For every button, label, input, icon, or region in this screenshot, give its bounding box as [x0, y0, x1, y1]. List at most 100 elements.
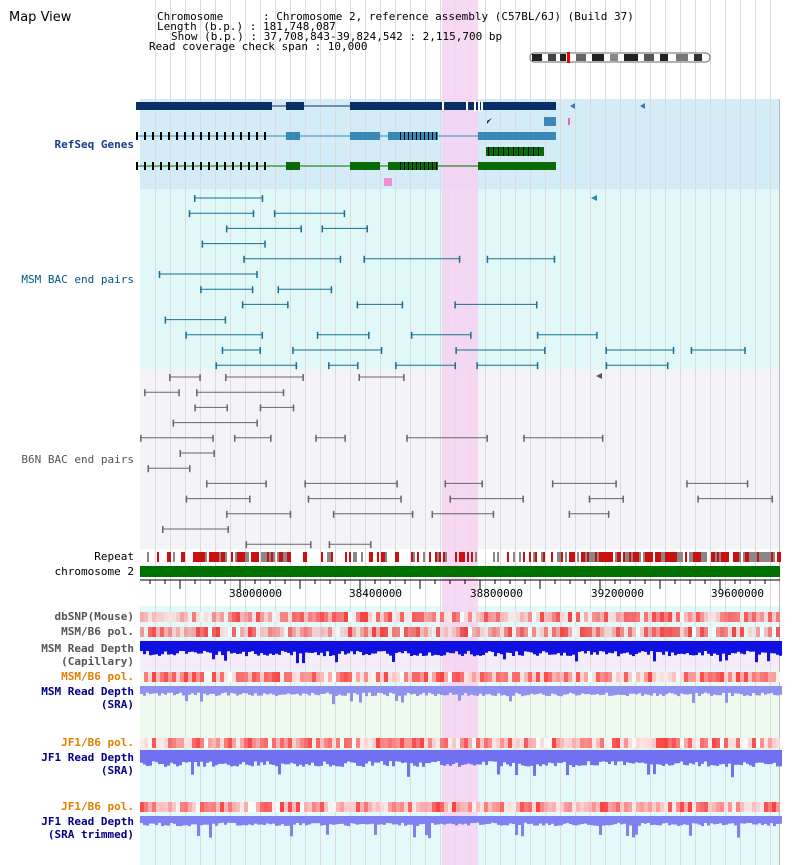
msm-b6-pol-label: MSM/B6 pol. [61, 625, 134, 638]
repeat-element [265, 552, 267, 562]
gene-exon [184, 162, 186, 170]
msm-cap-depth-bar [158, 641, 161, 656]
jf1-pol-heat-cell [220, 738, 224, 748]
dbsnp-heat-cell [380, 612, 384, 622]
repeat-element [519, 552, 521, 562]
msm-cap-depth-bar [650, 641, 653, 652]
jf1-trim-depth-bar [179, 816, 182, 827]
jf1-pol-heat-cell [404, 738, 408, 748]
jf1-pol-heat-cell [472, 738, 476, 748]
jf1-pol2-heat-cell [652, 802, 656, 812]
repeat-element [283, 552, 285, 562]
jf1-trim-depth-bar [641, 816, 644, 824]
repeat-element [533, 552, 535, 562]
msm-cap-depth-bar [320, 641, 323, 653]
repeat-element [321, 552, 323, 562]
msm-sra-depth-bar [365, 686, 368, 697]
jf1-trim-depth-bar [527, 816, 530, 825]
msm-pol-heat-cell [700, 627, 704, 637]
jf1-pol-heat-cell [380, 738, 384, 748]
msm-cap-depth-bar [257, 641, 260, 656]
msm-bac-pair-end [193, 195, 196, 202]
msm-cap-depth-bar [389, 641, 392, 656]
msm-pol2-heat-cell [144, 672, 148, 682]
jf1-trim-depth-bar [443, 816, 446, 825]
dbsnp-heat-cell [688, 612, 692, 622]
jf1-trim-depth-bar [182, 816, 185, 826]
jf1-trim-depth-bar [383, 816, 386, 825]
msm-sra-depth-bar [698, 686, 701, 697]
jf1-sra-depth-bar [674, 750, 677, 764]
jf1-trim-depth-bar [143, 816, 146, 826]
jf1-trim-depth-bar [203, 816, 206, 825]
msm-cap-depth-bar [332, 641, 335, 656]
jf1-pol-heat-cell [184, 738, 188, 748]
jf1-pol-heat-cell [412, 738, 416, 748]
repeat-element [231, 552, 233, 562]
selection-highlight[interactable] [442, 0, 478, 865]
jf1-pol2-heat-cell [736, 802, 740, 812]
repeat-element [529, 552, 531, 562]
msm-pol-heat-cell [204, 627, 208, 637]
dbsnp-heat-cell [404, 612, 408, 622]
refseq-track-label[interactable]: RefSeq Genes [54, 138, 134, 151]
msm-pol-heat-cell [748, 627, 752, 637]
chromosome-ideogram[interactable] [528, 51, 714, 65]
dbsnp-heat-cell [368, 612, 372, 622]
jf1-sra-depth-bar [611, 750, 614, 762]
msm-sra-depth-bar [584, 686, 587, 695]
msm-cap-depth-bar [200, 641, 203, 654]
gridline [515, 0, 516, 865]
jf1-trim-depth-bar [275, 816, 278, 826]
jf1-pol-heat-cell [160, 738, 164, 748]
jf1-trim-depth-bar [551, 816, 554, 824]
msm-pol2-heat-cell [436, 672, 440, 682]
dbsnp-heat-cell [332, 612, 336, 622]
msm-sra-depth-bar [401, 686, 404, 703]
msm-cap-depth-bar [548, 641, 551, 655]
gene-exon [168, 162, 170, 170]
msm-cap-depth-bar [386, 641, 389, 654]
jf1-trim-depth-bar [578, 816, 581, 825]
msm-pol2-heat-cell [764, 672, 768, 682]
jf1-trim-depth-bar [500, 816, 503, 826]
msm-pol-heat-cell [196, 627, 200, 637]
dbsnp-heat-cell [184, 612, 188, 622]
jf1-pol2-heat-cell [500, 802, 504, 812]
dbsnp-heat-cell [408, 612, 412, 622]
jf1-pol-heat-cell [352, 738, 356, 748]
jf1-pol2-heat-cell [140, 802, 144, 812]
msm-sra-depth-bar [704, 686, 707, 693]
msm-cap-depth-bar [146, 641, 149, 652]
msm-pol2-heat-cell [180, 672, 184, 682]
jf1-depth-sra-sublabel: (SRA) [100, 764, 134, 777]
b6n-bac-pair-end [307, 495, 310, 503]
msm-sra-depth-bar [182, 686, 185, 696]
repeat-element [463, 552, 465, 562]
jf1-pol2-heat-cell [236, 802, 240, 812]
right-border [779, 99, 780, 865]
repeat-element [331, 552, 333, 562]
jf1-trim-depth-bar [440, 816, 443, 824]
jf1-sra-depth-bar [173, 750, 176, 765]
b6n-bac-pair-end [147, 465, 150, 473]
msm-pol2-heat-cell [556, 672, 560, 682]
b6n-bac-pair-end [270, 434, 272, 442]
msm-bac-track-label[interactable]: MSM BAC end pairs [21, 273, 134, 286]
b6n-bac-track-label[interactable]: B6N BAC end pairs [21, 453, 134, 466]
msm-pol2-heat-cell [480, 672, 484, 682]
dbsnp-heat-cell [200, 612, 204, 622]
jf1-pol2-heat-cell [548, 802, 552, 812]
msm-bac-pair-end [259, 347, 261, 354]
repeat-element [611, 552, 613, 562]
jf1-trim-depth-bar [287, 816, 290, 826]
gridline [410, 0, 411, 865]
msm-pol-heat-cell [152, 627, 156, 637]
msm-pol-heat-cell [172, 627, 176, 637]
msm-sra-depth-bar [557, 686, 560, 696]
repeat-element [743, 552, 745, 562]
msm-cap-depth-bar [572, 641, 575, 655]
dbsnp-heat-cell [436, 612, 440, 622]
